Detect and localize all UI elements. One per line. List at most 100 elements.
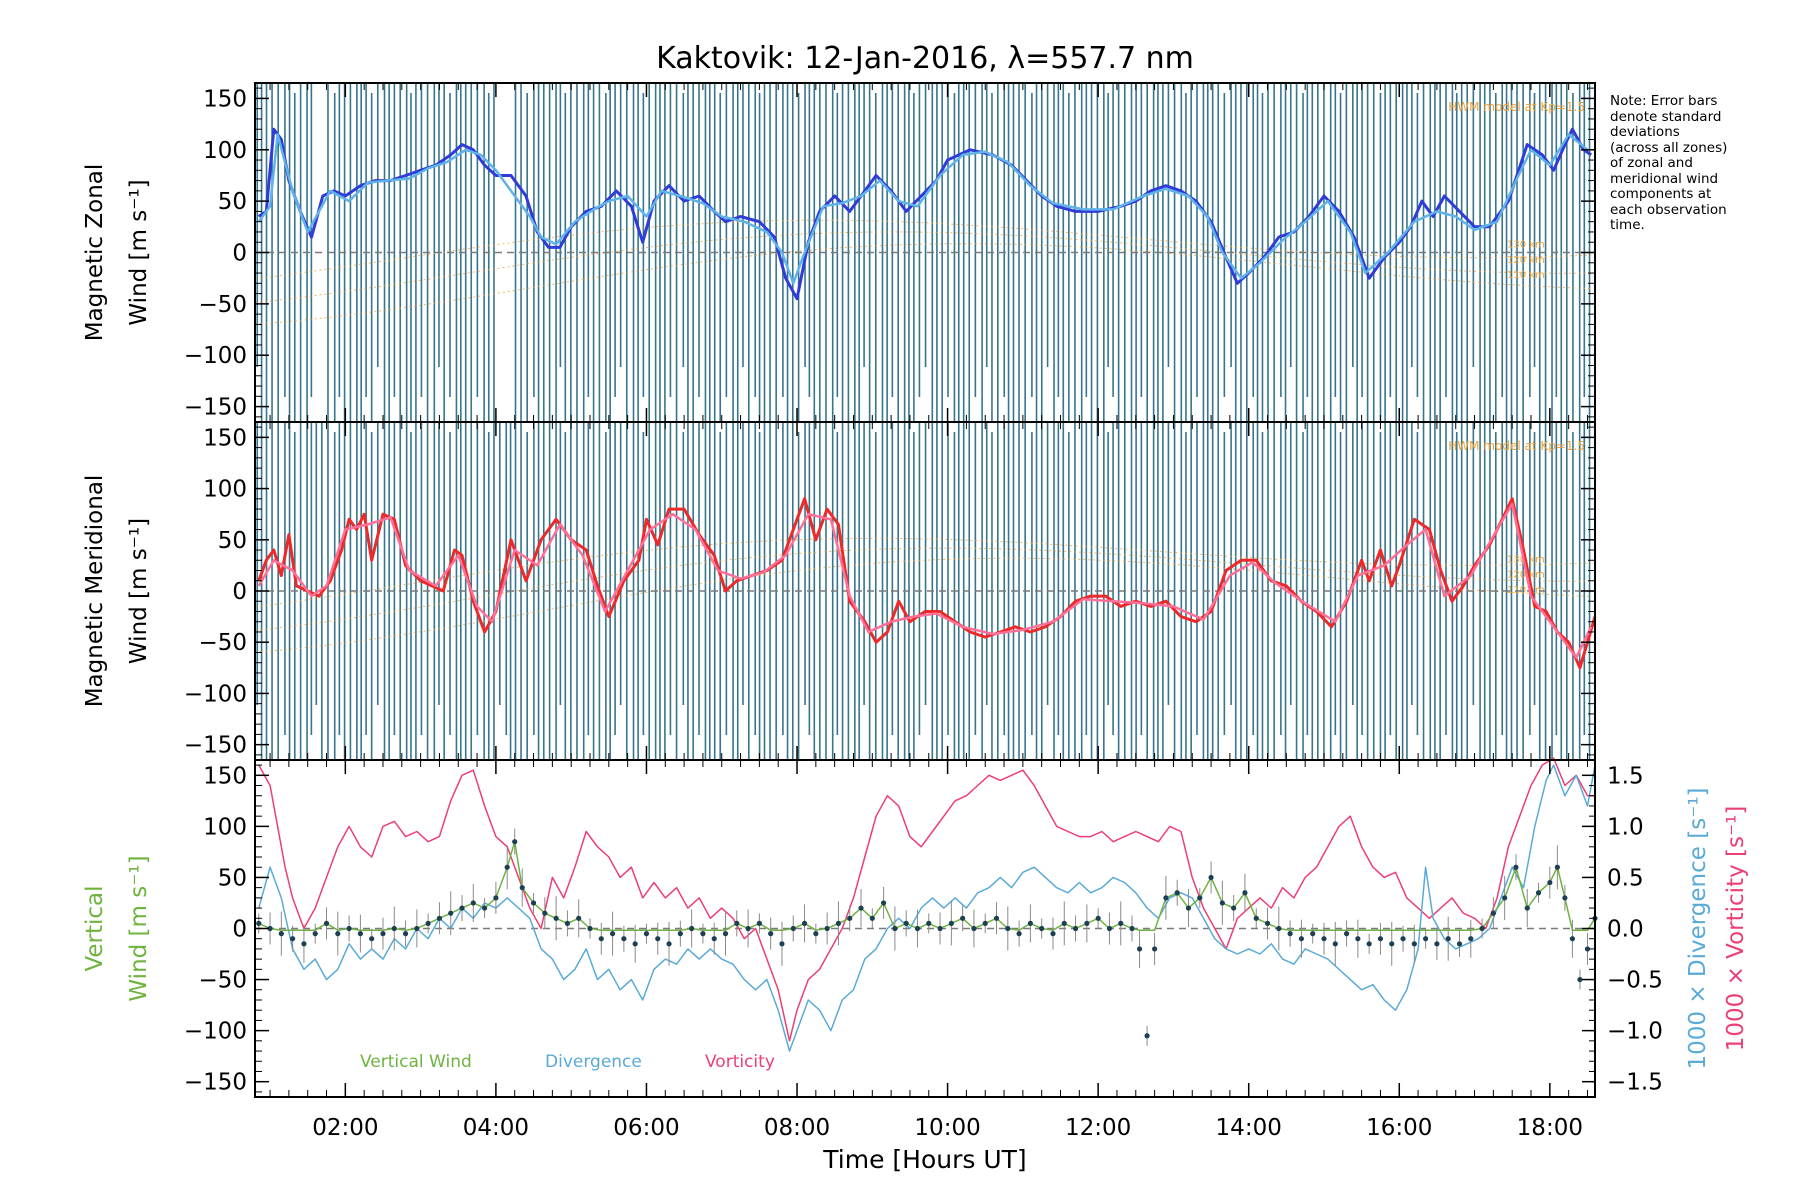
data-point (1016, 931, 1022, 937)
data-point (948, 920, 954, 926)
x-tick-label: 12:00 (1065, 1115, 1131, 1141)
y-tick-label: 50 (218, 865, 247, 891)
data-point (335, 931, 341, 937)
hwm-model-label: HWM model at Kp=1.5 (1448, 439, 1585, 453)
y-tick-label: 100 (203, 814, 247, 840)
data-point (1332, 941, 1338, 947)
data-point (346, 925, 352, 932)
data-point (643, 931, 650, 937)
data-point (790, 925, 796, 932)
y-tick-label: 150 (203, 86, 247, 112)
chart-title: Kaktovik: 12-Jan-2016, λ=557.7 nm (656, 41, 1194, 76)
data-point (1502, 895, 1508, 901)
data-point (1321, 936, 1327, 942)
y-axis-label-line2: Wind [m s⁻¹] (126, 855, 152, 1001)
data-point (768, 931, 774, 937)
data-point (1095, 915, 1101, 921)
data-point (926, 920, 932, 926)
data-point (1005, 925, 1011, 932)
data-point (436, 915, 443, 921)
y-axis-label-line1: Magnetic Zonal (82, 164, 108, 342)
left-axis-vertical: 150 100 50 0 −50 −100 −150 (184, 763, 269, 1096)
data-point (914, 925, 921, 932)
data-point (1144, 1033, 1150, 1039)
data-point (1445, 936, 1451, 942)
y-tick-label: −100 (184, 343, 247, 369)
data-point (655, 936, 661, 942)
series-line-divergence (258, 764, 1596, 1052)
data-point (689, 925, 695, 932)
data-point (1456, 941, 1463, 947)
y-tick-label: 0 (232, 241, 247, 267)
x-ticks-vertical (269, 760, 1588, 1097)
data-point (587, 925, 593, 932)
series-line-zonal-1 (257, 133, 1589, 285)
data-point (993, 915, 1000, 921)
data-point (380, 931, 386, 937)
right-tick-label: 1.0 (1607, 814, 1644, 840)
x-tick-label: 18:00 (1517, 1115, 1583, 1141)
right-tick-label: 0.5 (1607, 865, 1644, 891)
x-tick-label: 06:00 (613, 1115, 679, 1141)
right-tick-label: −1.5 (1607, 1070, 1663, 1096)
data-point (903, 920, 909, 926)
data-point (1118, 920, 1124, 926)
data-point (937, 925, 943, 932)
y-tick-label: −150 (184, 395, 247, 421)
data-point (1253, 915, 1259, 921)
y-tick-label: 100 (203, 138, 247, 164)
y-tick-label: 50 (218, 528, 247, 554)
data-point (756, 920, 762, 926)
data-point (493, 895, 499, 901)
series-line-meridional-0 (257, 497, 1597, 670)
data-point (278, 931, 284, 937)
data-point (414, 925, 420, 932)
x-tick-label: 04:00 (463, 1115, 529, 1141)
data-point (960, 915, 966, 921)
legend-label-vertical-wind: Vertical Wind (360, 1052, 472, 1072)
data-point (1343, 931, 1350, 937)
vertical-wind-points (256, 828, 1598, 1046)
altitude-label: 130 km (1507, 239, 1545, 250)
data-point (1577, 976, 1583, 983)
y-tick-label: −100 (184, 681, 247, 707)
data-point (711, 936, 717, 942)
data-point (530, 900, 537, 906)
data-point (982, 920, 988, 926)
hwm-model-label: HWM model at Kp=1.5 (1448, 100, 1585, 114)
hwm-model-curve (254, 219, 1592, 280)
data-point (1231, 905, 1237, 911)
data-point (1389, 941, 1395, 947)
data-point (1423, 936, 1429, 942)
y-tick-label: −100 (184, 1019, 247, 1045)
legend-label-divergence: Divergence (545, 1052, 642, 1072)
data-point (1264, 920, 1271, 926)
data-point (722, 931, 729, 937)
data-point (564, 920, 571, 926)
data-point (1039, 925, 1045, 932)
data-point (459, 905, 465, 911)
data-point (847, 915, 853, 921)
data-point (504, 864, 510, 870)
data-point (470, 900, 476, 906)
right-tick-label: −1.0 (1607, 1019, 1663, 1045)
panel-vertical: Vertical Wind Divergence Vorticity 1.5 1.0 0.… (82, 757, 1749, 1098)
x-axis-label: Time [Hours UT] (822, 1145, 1026, 1174)
y-axis-label-line1: Vertical (82, 885, 108, 971)
right-axis-label-divergence: 1000 × Divergence [s⁻¹] (1685, 787, 1711, 1069)
data-point (512, 839, 518, 845)
data-point (621, 936, 627, 942)
y-tick-label: −50 (198, 292, 247, 318)
data-point (869, 915, 875, 921)
left-axis-meridional: 150 100 50 0 −50 −100 −150 (184, 425, 1595, 759)
data-point (1050, 931, 1056, 937)
data-point (824, 925, 830, 932)
data-point (1106, 925, 1113, 932)
data-point (813, 931, 819, 937)
data-point (1208, 874, 1214, 881)
altitude-label: 120 km (1507, 255, 1545, 266)
x-tick-label: 02:00 (312, 1115, 378, 1141)
panel-frame (254, 759, 1596, 1098)
data-point (1084, 920, 1090, 926)
